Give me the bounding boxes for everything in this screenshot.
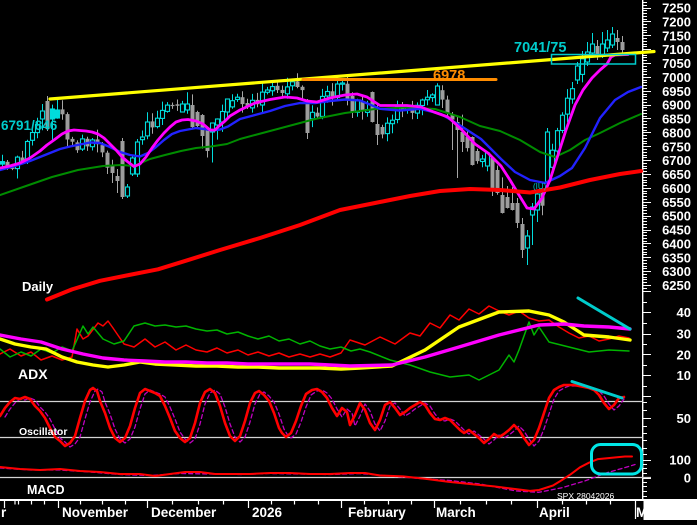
- svg-text:(IU): (IU): [533, 182, 547, 191]
- svg-text:2026: 2026: [252, 505, 283, 520]
- svg-text:6800: 6800: [662, 125, 691, 140]
- svg-text:30: 30: [677, 327, 691, 342]
- svg-text:6350: 6350: [662, 250, 691, 265]
- svg-text:6950: 6950: [662, 84, 691, 99]
- svg-text:7100: 7100: [662, 42, 691, 57]
- svg-text:6450: 6450: [662, 223, 691, 238]
- svg-text:6250: 6250: [662, 278, 691, 293]
- svg-text:April: April: [539, 505, 570, 520]
- svg-text:MACD: MACD: [27, 483, 65, 497]
- svg-text:Oscillator: Oscillator: [19, 426, 67, 438]
- svg-text:10: 10: [677, 368, 691, 383]
- svg-text:50: 50: [677, 411, 691, 426]
- svg-text:0: 0: [684, 471, 691, 486]
- svg-text:20: 20: [677, 348, 691, 363]
- svg-text:6550: 6550: [662, 195, 691, 210]
- svg-text:6700: 6700: [662, 153, 691, 168]
- svg-text:6650: 6650: [662, 167, 691, 182]
- svg-text:40: 40: [677, 305, 691, 320]
- svg-text:6978: 6978: [433, 68, 465, 84]
- svg-text:7050: 7050: [662, 56, 691, 71]
- svg-text:7150: 7150: [662, 28, 691, 43]
- svg-text:6900: 6900: [662, 98, 691, 113]
- svg-text:7000: 7000: [662, 70, 691, 85]
- svg-text:ADX: ADX: [18, 366, 48, 382]
- svg-text:SPX 28042026: SPX 28042026: [557, 491, 614, 501]
- svg-text:r: r: [1, 505, 7, 520]
- svg-text:November: November: [62, 505, 129, 520]
- svg-text:6600: 6600: [662, 181, 691, 196]
- svg-text:7200: 7200: [662, 14, 691, 29]
- svg-text:6400: 6400: [662, 236, 691, 251]
- svg-text:Daily: Daily: [22, 279, 54, 294]
- svg-text:7250: 7250: [662, 1, 691, 16]
- svg-text:7041/75: 7041/75: [514, 40, 566, 56]
- svg-text:6750: 6750: [662, 139, 691, 154]
- svg-text:December: December: [151, 505, 217, 520]
- svg-text:6791/846: 6791/846: [1, 118, 58, 133]
- svg-text:6850: 6850: [662, 112, 691, 127]
- svg-text:100: 100: [669, 453, 691, 468]
- svg-text:March: March: [436, 505, 476, 520]
- svg-text:6500: 6500: [662, 209, 691, 224]
- svg-text:February: February: [348, 505, 406, 520]
- svg-text:6300: 6300: [662, 264, 691, 279]
